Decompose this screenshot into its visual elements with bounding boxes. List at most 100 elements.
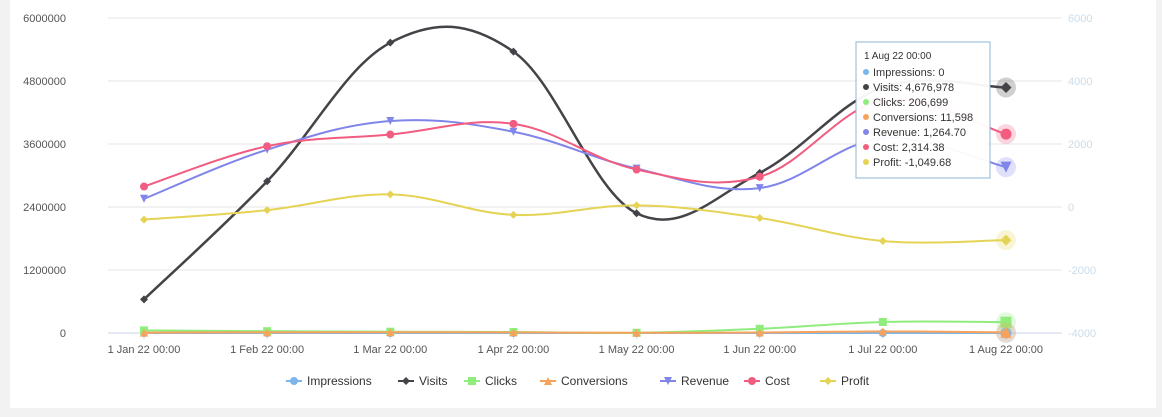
- x-tick-label: 1 Apr 22 00:00: [478, 344, 550, 356]
- legend-label: Impressions: [307, 374, 372, 388]
- y-tick-label: 2400000: [23, 202, 66, 214]
- legend-symbol-revenue[interactable]: [664, 377, 672, 385]
- data-point-profit[interactable]: [509, 210, 518, 219]
- tooltip-row-cost: Cost: 2,314.38: [873, 142, 945, 154]
- data-point-conversions[interactable]: [1000, 326, 1012, 338]
- y2-tick-label: 2000: [1068, 139, 1092, 151]
- data-point-revenue[interactable]: [140, 194, 148, 203]
- legend-symbol-impressions[interactable]: [290, 377, 298, 385]
- data-point-cost[interactable]: [386, 130, 395, 139]
- tooltip-row-impressions: Impressions: 0: [873, 67, 945, 79]
- x-tick-label: 1 Jan 22 00:00: [108, 344, 181, 356]
- data-point-profit[interactable]: [755, 214, 764, 223]
- data-point-profit[interactable]: [140, 215, 148, 224]
- y2-tick-label: 6000: [1068, 13, 1092, 25]
- tooltip-swatch: [863, 114, 869, 120]
- legend-item-revenue[interactable]: Revenue: [660, 374, 729, 388]
- data-point-cost[interactable]: [263, 142, 272, 151]
- legend-label: Visits: [419, 374, 447, 388]
- series-line-visits[interactable]: [143, 25, 1007, 301]
- legend-symbol-profit[interactable]: [824, 377, 832, 385]
- legend-item-clicks[interactable]: Clicks: [464, 374, 517, 388]
- x-tick-label: 1 Aug 22 00:00: [969, 344, 1043, 356]
- tooltip: 1 Aug 22 00:00 Impressions: 0 Visits: 4,67…: [855, 41, 991, 179]
- tooltip-swatch: [863, 84, 869, 90]
- x-axis: 1 Jan 22 00:00 1 Feb 22 00:00 1 Mar 22 00:…: [108, 333, 1043, 356]
- y2-tick-label: 0: [1068, 202, 1074, 214]
- legend-item-impressions[interactable]: Impressions: [286, 374, 372, 388]
- x-tick-label: 1 Jun 22 00:00: [723, 344, 796, 356]
- data-point-conversions[interactable]: [140, 328, 148, 337]
- data-point-cost[interactable]: [509, 119, 518, 128]
- data-point-profit[interactable]: [1000, 234, 1012, 246]
- line-chart: 0 1200000 2400000 3600000 4800000 6000000 -40…: [23, 13, 1096, 388]
- tooltip-swatch: [863, 144, 869, 150]
- data-point-visits[interactable]: [1000, 81, 1012, 93]
- legend-item-cost[interactable]: Cost: [744, 374, 790, 388]
- series-conversions: [140, 322, 1016, 343]
- y2-tick-label: -4000: [1068, 328, 1096, 340]
- y2-tick-label: -2000: [1068, 265, 1096, 277]
- data-point-cost[interactable]: [755, 172, 764, 181]
- data-point-visits[interactable]: [263, 177, 272, 186]
- tooltip-swatch: [863, 159, 869, 165]
- y-tick-label: 1200000: [23, 265, 66, 277]
- data-point-conversions[interactable]: [755, 328, 764, 337]
- data-point-visits[interactable]: [632, 209, 641, 218]
- legend-label: Profit: [841, 374, 870, 388]
- x-tick-label: 1 Mar 22 00:00: [353, 344, 427, 356]
- y-tick-label: 0: [60, 328, 66, 340]
- tooltip-swatch: [863, 99, 869, 105]
- y-tick-label: 4800000: [23, 76, 66, 88]
- data-point-visits[interactable]: [509, 47, 518, 56]
- legend-label: Revenue: [681, 374, 729, 388]
- data-point-profit[interactable]: [386, 190, 395, 199]
- legend-item-conversions[interactable]: Conversions: [540, 374, 628, 388]
- legend-item-visits[interactable]: Visits: [398, 374, 447, 388]
- legend-symbol-clicks[interactable]: [468, 377, 476, 385]
- data-point-profit[interactable]: [878, 237, 887, 246]
- tooltip-row-visits: Visits: 4,676,978: [873, 82, 954, 94]
- data-point-visits[interactable]: [386, 38, 395, 47]
- chart-card: 0 1200000 2400000 3600000 4800000 6000000 -40…: [10, 0, 1156, 408]
- data-point-revenue[interactable]: [509, 127, 518, 136]
- legend-label: Cost: [765, 374, 790, 388]
- y-tick-label: 3600000: [23, 139, 66, 151]
- data-point-revenue[interactable]: [755, 184, 764, 193]
- data-point-conversions[interactable]: [878, 327, 887, 336]
- y2-tick-label: 4000: [1068, 76, 1092, 88]
- data-point-cost[interactable]: [140, 182, 148, 191]
- y-axis-left: 0 1200000 2400000 3600000 4800000 6000000: [23, 13, 66, 340]
- data-point-clicks[interactable]: [878, 317, 887, 326]
- series-layer: [140, 25, 1016, 343]
- series-line-conversions[interactable]: [143, 330, 1007, 334]
- x-tick-label: 1 Jul 22 00:00: [848, 344, 917, 356]
- tooltip-swatch: [863, 129, 869, 135]
- data-point-cost[interactable]: [1000, 128, 1012, 140]
- data-point-conversions[interactable]: [509, 328, 518, 337]
- legend-symbol-visits[interactable]: [402, 377, 410, 385]
- tooltip-row-clicks: Clicks: 206,699: [873, 97, 948, 109]
- legend-label: Conversions: [561, 374, 628, 388]
- data-point-profit[interactable]: [263, 206, 272, 215]
- x-tick-label: 1 Feb 22 00:00: [230, 344, 304, 356]
- series-line-profit[interactable]: [143, 193, 1007, 244]
- data-point-revenue[interactable]: [386, 117, 395, 126]
- x-tick-label: 1 May 22 00:00: [599, 344, 675, 356]
- data-point-cost[interactable]: [632, 165, 641, 174]
- y-axis-right: -4000 -2000 0 2000 4000 6000: [1068, 13, 1096, 340]
- data-point-revenue[interactable]: [1000, 161, 1012, 173]
- legend-symbol-cost[interactable]: [748, 377, 756, 385]
- data-point-conversions[interactable]: [263, 328, 272, 337]
- tooltip-row-revenue: Revenue: 1,264.70: [873, 127, 966, 139]
- legend-symbol-conversions[interactable]: [544, 377, 552, 385]
- legend-label: Clicks: [485, 374, 517, 388]
- data-point-conversions[interactable]: [632, 328, 641, 337]
- tooltip-row-profit: Profit: -1,049.68: [873, 157, 951, 169]
- tooltip-header: 1 Aug 22 00:00: [864, 51, 932, 62]
- legend-item-profit[interactable]: Profit: [820, 374, 870, 388]
- data-point-profit[interactable]: [632, 201, 641, 210]
- data-point-clicks[interactable]: [1000, 316, 1012, 328]
- data-point-visits[interactable]: [140, 295, 148, 304]
- data-point-conversions[interactable]: [386, 328, 395, 337]
